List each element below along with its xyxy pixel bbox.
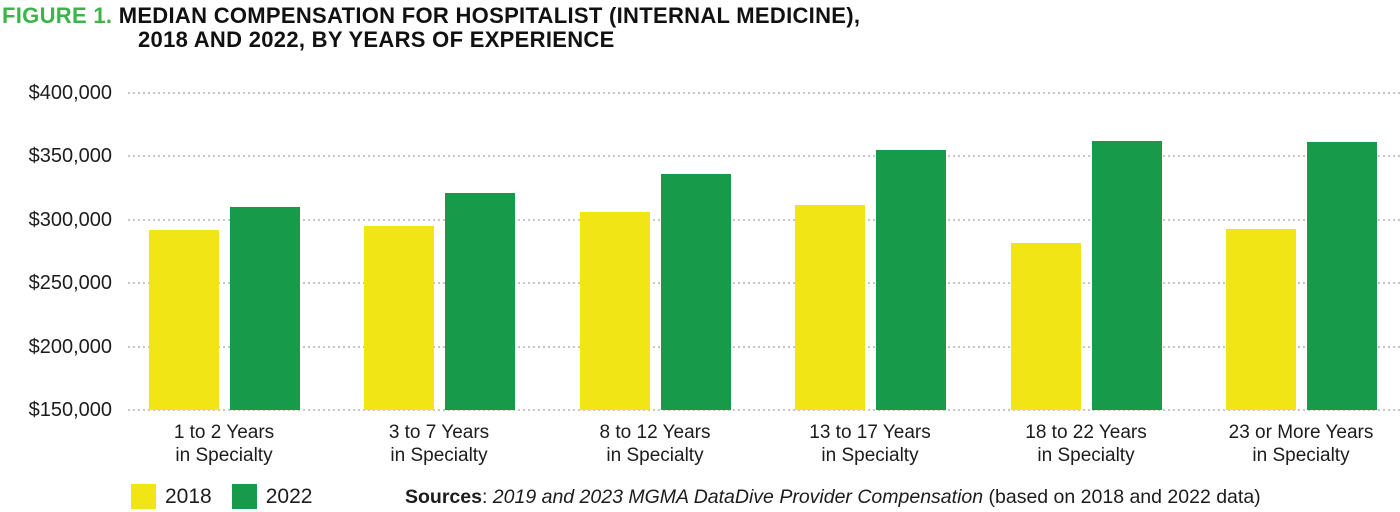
bar-2022-group-3 (660, 174, 731, 410)
x-axis-category-label: 13 to 17 Years in Specialty (809, 422, 931, 466)
x-axis-category-label: 1 to 2 Years in Specialty (173, 422, 275, 466)
gridline-200000 (128, 345, 1400, 348)
source-separator: : (481, 486, 493, 508)
y-axis-tick-label: $400,000 (28, 82, 112, 104)
bar-2022-group-1 (229, 207, 300, 410)
figure-title-line2: 2018 AND 2022, BY YEARS OF EXPERIENCE (138, 27, 615, 52)
bar-2018-group-1 (148, 229, 219, 410)
figure-title-text: MEDIAN COMPENSATION FOR HOSPITALIST (INT… (118, 3, 861, 28)
legend-label-2018: 2018 (165, 484, 212, 508)
source-label: Sources (405, 486, 482, 508)
source-note: Sources: 2019 and 2023 MGMA DataDive Pro… (405, 486, 1261, 509)
legend-item-2018: 2018 (131, 484, 212, 509)
gridline-250000 (128, 282, 1400, 285)
bar-2018-group-4 (794, 204, 865, 410)
y-axis-tick-label: $350,000 (28, 145, 112, 168)
legend-swatch-2018 (131, 484, 156, 509)
bar-2018-group-6 (1225, 228, 1296, 410)
legend-label-2022: 2022 (265, 484, 313, 508)
x-axis-category-label: 23 or More Years in Specialty (1228, 422, 1374, 466)
y-axis-tick-label: $250,000 (28, 272, 112, 295)
source-suffix: (based on 2018 and 2022 data) (983, 486, 1261, 508)
x-axis-category-label: 18 to 22 Years in Specialty (1025, 422, 1147, 466)
bar-2018-group-2 (363, 226, 434, 410)
bar-2018-group-5 (1010, 242, 1081, 410)
bar-2022-group-5 (1091, 141, 1162, 410)
x-axis-category-label: 8 to 12 Years in Specialty (599, 422, 711, 466)
gridline-150000 (128, 409, 1400, 411)
legend-item-2022: 2022 (231, 484, 313, 509)
chart-legend: 2018 2022 (131, 484, 312, 509)
y-axis-tick-label: $300,000 (28, 208, 112, 231)
gridline-400000 (128, 92, 1400, 94)
bar-2022-group-6 (1306, 142, 1377, 410)
gridline-300000 (128, 218, 1400, 221)
figure-label: FIGURE 1. (2, 3, 113, 28)
gridline-350000 (128, 155, 1400, 158)
x-axis-category-label: 3 to 7 Years in Specialty (388, 422, 490, 466)
y-axis-tick-label: $200,000 (28, 335, 112, 358)
bar-2022-group-2 (444, 193, 515, 410)
bar-2018-group-3 (579, 212, 650, 410)
bar-2022-group-4 (875, 150, 946, 410)
legend-swatch-2022 (231, 484, 257, 509)
y-axis-tick-label: $150,000 (28, 399, 112, 421)
figure-title-line1: FIGURE 1. MEDIAN COMPENSATION FOR HOSPIT… (2, 4, 860, 28)
figure-title: FIGURE 1. MEDIAN COMPENSATION FOR HOSPIT… (2, 4, 860, 52)
source-citation: 2019 and 2023 MGMA DataDive Provider Com… (492, 486, 984, 508)
